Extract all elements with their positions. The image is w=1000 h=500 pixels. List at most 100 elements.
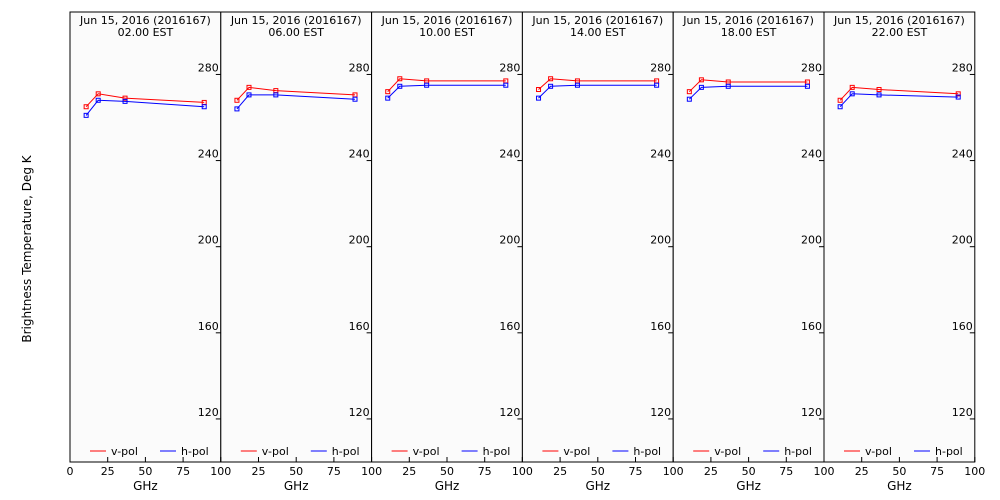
y-tick-label: 240 xyxy=(349,148,370,161)
data-point-v-pol xyxy=(849,84,855,90)
x-tick-label: 50 xyxy=(289,465,303,478)
legend-label-v-pol: v-pol xyxy=(714,445,741,458)
x-axis-label: GHz xyxy=(736,479,761,493)
y-tick-label: 200 xyxy=(952,234,973,247)
y-tick-label: 120 xyxy=(198,406,219,419)
data-point-h-pol xyxy=(234,106,240,112)
x-tick-label: 100 xyxy=(512,465,533,478)
panel-time: 10.00 EST xyxy=(419,26,475,39)
x-tick-label: 100 xyxy=(663,465,684,478)
data-point-h-pol xyxy=(424,82,430,88)
data-point-v-pol xyxy=(837,97,843,103)
x-tick-label: 25 xyxy=(855,465,869,478)
x-tick-label: 50 xyxy=(892,465,906,478)
data-point-v-pol xyxy=(95,91,101,97)
data-point-v-pol xyxy=(548,76,554,82)
panel-3: Jun 15, 2016 (2016167)10.00 EST 120 160 200… xyxy=(371,11,533,493)
data-point-v-pol xyxy=(122,95,128,101)
data-point-v-pol xyxy=(536,87,542,93)
panel-title: Jun 15, 2016 (2016167) xyxy=(79,14,211,27)
legend-label-v-pol: v-pol xyxy=(413,445,440,458)
series-line-h-pol xyxy=(688,85,808,100)
data-point-v-pol xyxy=(234,97,240,103)
y-tick-label: 280 xyxy=(499,61,520,74)
series-line-h-pol xyxy=(85,99,205,116)
data-point-v-pol xyxy=(83,104,89,110)
x-tick-label: 25 xyxy=(553,465,567,478)
data-point-v-pol xyxy=(397,76,403,82)
legend-label-h-pol: h-pol xyxy=(784,445,812,458)
y-tick-label: 280 xyxy=(650,61,671,74)
x-tick-label: 50 xyxy=(742,465,756,478)
data-point-h-pol xyxy=(385,95,391,101)
series-line-v-pol xyxy=(839,86,959,101)
data-point-h-pol xyxy=(804,83,810,89)
y-tick-label: 200 xyxy=(349,234,370,247)
data-point-h-pol xyxy=(698,84,704,90)
series-line-v-pol xyxy=(85,93,205,108)
y-tick-label: 280 xyxy=(801,61,822,74)
panel-time: 18.00 EST xyxy=(721,26,777,39)
y-tick-label: 240 xyxy=(650,148,671,161)
panel-title: Jun 15, 2016 (2016167) xyxy=(531,14,663,27)
x-tick-label: 75 xyxy=(478,465,492,478)
data-point-h-pol xyxy=(397,83,403,89)
data-point-h-pol xyxy=(837,104,843,110)
x-axis-label: GHz xyxy=(887,479,912,493)
data-point-h-pol xyxy=(574,82,580,88)
data-point-h-pol xyxy=(273,92,279,98)
legend-label-h-pol: h-pol xyxy=(181,445,209,458)
y-tick-label: 200 xyxy=(650,234,671,247)
data-point-v-pol xyxy=(246,84,252,90)
series-line-h-pol xyxy=(236,94,356,110)
x-tick-label: 100 xyxy=(814,465,835,478)
series-line-h-pol xyxy=(839,93,959,108)
x-tick-label: 100 xyxy=(361,465,382,478)
x-tick-label: 25 xyxy=(704,465,718,478)
data-point-h-pol xyxy=(352,96,358,102)
data-point-h-pol xyxy=(536,95,542,101)
data-point-h-pol xyxy=(725,83,731,89)
data-point-h-pol xyxy=(201,104,207,110)
x-tick-label: 100 xyxy=(210,465,231,478)
y-tick-label: 120 xyxy=(650,406,671,419)
data-point-h-pol xyxy=(876,92,882,98)
x-tick-label: 75 xyxy=(629,465,643,478)
y-tick-label: 200 xyxy=(499,234,520,247)
panel-frame xyxy=(371,11,523,463)
panel-time: 02.00 EST xyxy=(118,26,174,39)
x-axis-label: GHz xyxy=(435,479,460,493)
data-point-v-pol xyxy=(876,87,882,93)
data-point-h-pol xyxy=(955,94,961,100)
data-point-v-pol xyxy=(686,89,692,95)
series-line-v-pol xyxy=(387,78,506,93)
x-tick-label: 75 xyxy=(930,465,944,478)
panel-frame xyxy=(823,11,976,463)
x-tick-label: 100 xyxy=(964,465,985,478)
panel-frame xyxy=(521,11,674,463)
series-line-h-pol xyxy=(538,84,657,99)
y-tick-label: 240 xyxy=(801,148,822,161)
data-point-v-pol xyxy=(955,91,961,97)
data-point-v-pol xyxy=(698,77,704,83)
y-tick-label: 240 xyxy=(952,148,973,161)
data-point-h-pol xyxy=(686,96,692,102)
chart-panels: Jun 15, 2016 (2016167)02.00 EST120160200… xyxy=(67,11,985,493)
x-tick-label: 50 xyxy=(440,465,454,478)
legend-label-v-pol: v-pol xyxy=(563,445,590,458)
legend-label-v-pol: v-pol xyxy=(262,445,289,458)
y-tick-label: 160 xyxy=(650,320,671,333)
data-point-h-pol xyxy=(95,97,101,103)
panel-time: 22.00 EST xyxy=(872,26,928,39)
y-tick-label: 280 xyxy=(952,61,973,74)
y-tick-label: 120 xyxy=(499,406,520,419)
data-point-h-pol xyxy=(654,82,660,88)
panel-2: Jun 15, 2016 (2016167)06.00 EST 120 160 200… xyxy=(220,11,382,493)
x-tick-label: 25 xyxy=(101,465,115,478)
panel-4: Jun 15, 2016 (2016167)14.00 EST 120 160 200… xyxy=(521,11,684,493)
y-tick-label: 160 xyxy=(801,320,822,333)
data-point-h-pol xyxy=(122,98,128,104)
y-tick-label: 160 xyxy=(349,320,370,333)
y-tick-label: 120 xyxy=(801,406,822,419)
